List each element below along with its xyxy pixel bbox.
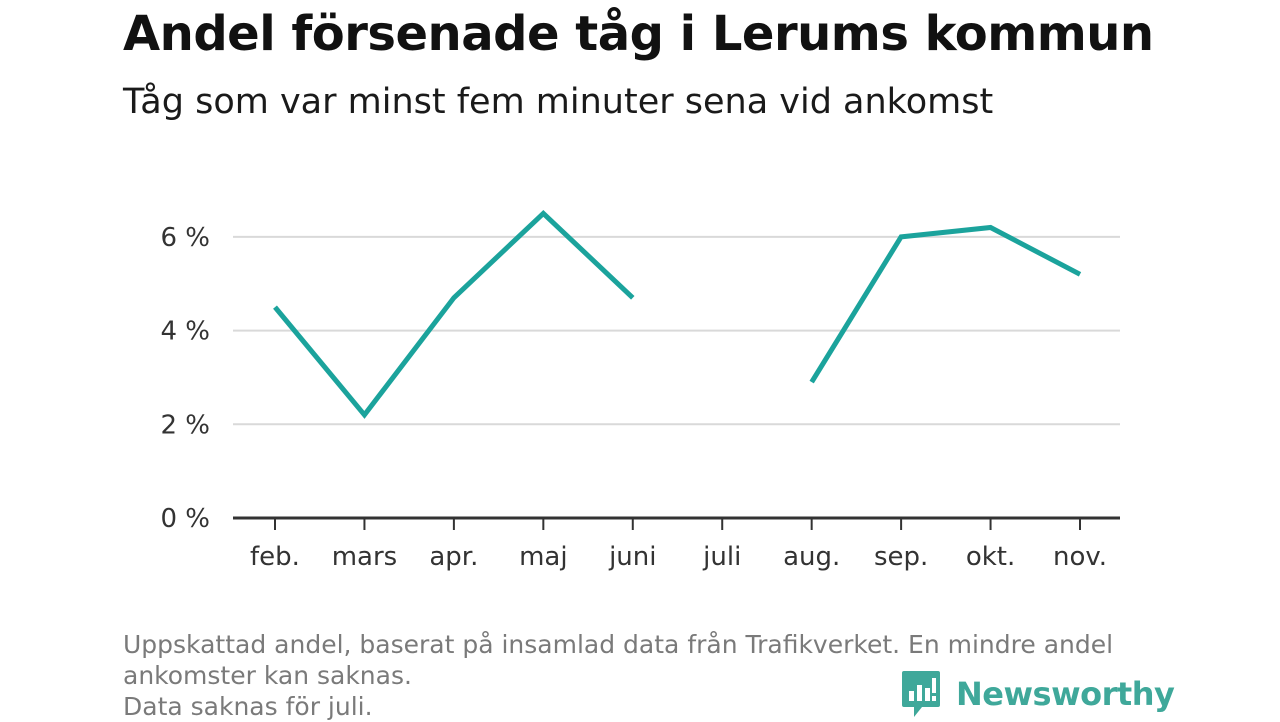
x-tick-label: juni — [608, 542, 656, 572]
x-tick-label: maj — [519, 542, 567, 572]
y-tick-label: 0 % — [160, 504, 210, 534]
y-tick-label: 6 % — [160, 223, 210, 253]
chart-title: Andel försenade tåg i Lerums kommun — [123, 6, 1154, 62]
newsworthy-logo-icon — [902, 671, 940, 717]
brand-name: Newsworthy — [956, 675, 1175, 713]
footnote: Uppskattad andel, baserat på insamlad da… — [123, 629, 1153, 722]
x-tick-label: feb. — [250, 542, 300, 572]
chart-subtitle: Tåg som var minst fem minuter sena vid a… — [123, 82, 994, 122]
y-tick-label: 2 % — [160, 410, 210, 440]
x-tick-label: nov. — [1053, 542, 1107, 572]
footnote-line-3: Data saknas för juli. — [123, 692, 373, 721]
x-tick-label: okt. — [966, 542, 1015, 572]
x-tick-label: sep. — [874, 542, 928, 572]
x-tick-label: aug. — [783, 542, 840, 572]
x-tick-label: apr. — [429, 542, 478, 572]
series-line — [273, 209, 635, 419]
brand: Newsworthy — [900, 669, 1175, 719]
series-line — [809, 224, 1082, 384]
footnote-line-2: ankomster kan saknas. — [123, 661, 412, 690]
x-tick-label: mars — [332, 542, 398, 572]
x-tick-label: juli — [702, 542, 741, 572]
y-tick-label: 4 % — [160, 317, 210, 347]
footnote-line-1: Uppskattad andel, baserat på insamlad da… — [123, 630, 1114, 659]
